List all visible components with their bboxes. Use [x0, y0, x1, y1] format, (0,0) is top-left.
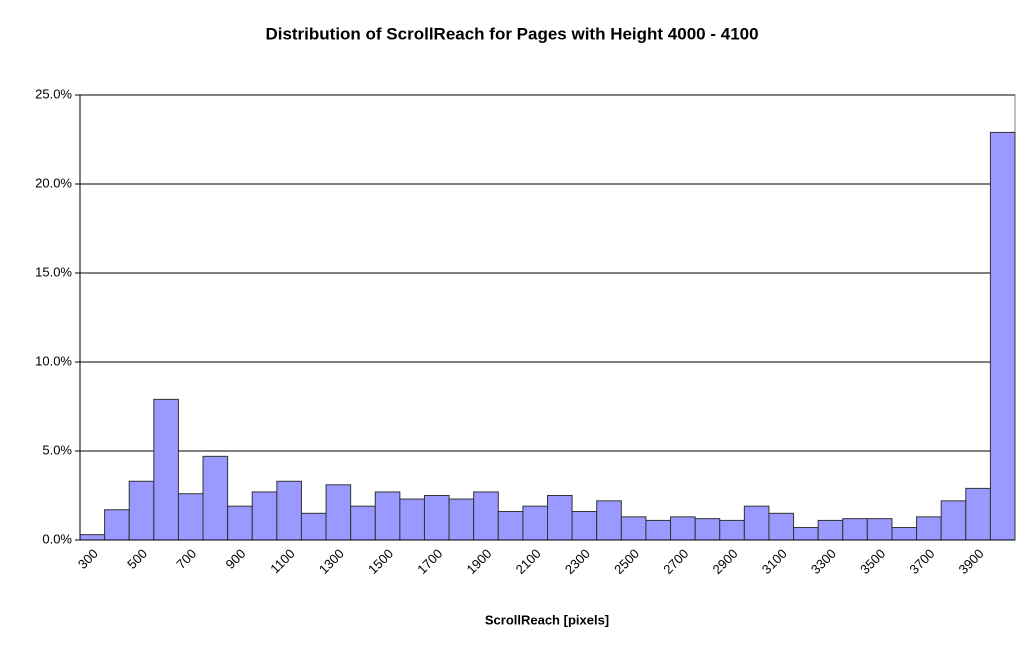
bar [276, 480, 302, 541]
bar [104, 509, 130, 541]
x-tick-label: 500 [124, 546, 150, 572]
plot-area [79, 94, 1016, 541]
x-tick-label: 3700 [906, 546, 937, 577]
bar [989, 131, 1016, 541]
bar [891, 527, 918, 541]
bar [350, 505, 376, 541]
x-tick-label: 2100 [513, 546, 544, 577]
chart-title: Distribution of ScrollReach for Pages wi… [265, 24, 758, 43]
bar [522, 505, 548, 541]
bar [842, 518, 868, 541]
bar [251, 491, 278, 541]
x-tick-label: 1100 [267, 546, 297, 576]
x-tick-label: 2300 [562, 546, 593, 577]
y-tick-label: 5.0% [42, 442, 72, 457]
bar [399, 498, 425, 541]
x-tick-label: 1500 [365, 546, 396, 577]
x-tick-label: 3500 [857, 546, 888, 577]
y-tick-label: 20.0% [35, 175, 72, 190]
bar [227, 505, 253, 541]
bar [547, 495, 573, 541]
x-tick-label: 700 [173, 546, 199, 572]
x-tick-label: 1700 [414, 546, 445, 577]
x-tick-label: 1900 [463, 546, 494, 577]
bar [177, 493, 204, 541]
bar [670, 516, 696, 541]
bar [497, 511, 524, 541]
bar [645, 519, 672, 541]
x-tick-label: 3900 [956, 546, 987, 577]
bar [153, 398, 179, 541]
bar [473, 491, 499, 541]
x-tick-label: 3100 [759, 546, 790, 577]
bar [620, 516, 647, 541]
x-tick-label: 1300 [316, 546, 347, 577]
bar [817, 519, 844, 541]
bar [793, 527, 819, 541]
bar [448, 498, 475, 541]
x-tick-label: 2700 [660, 546, 691, 577]
bar [325, 484, 352, 541]
y-tick-label: 0.0% [42, 531, 72, 546]
bar [79, 534, 106, 541]
x-tick-label: 900 [223, 546, 249, 572]
y-tick-label: 25.0% [35, 86, 72, 101]
bar [128, 480, 155, 541]
bar [768, 512, 795, 541]
bar [202, 455, 229, 541]
bar [694, 518, 721, 541]
x-tick-label: 3300 [808, 546, 839, 577]
bar [374, 491, 401, 541]
bar [719, 519, 745, 541]
x-axis-title: ScrollReach [pixels] [485, 612, 609, 627]
bar [965, 487, 991, 541]
bar [300, 512, 327, 541]
bar [743, 505, 770, 541]
x-tick-label: 2900 [710, 546, 741, 577]
x-tick-label: 300 [75, 546, 101, 572]
bar [423, 495, 450, 541]
y-tick-label: 15.0% [35, 264, 72, 279]
bar [916, 516, 942, 541]
bar [571, 511, 598, 541]
x-tick-label: 2500 [611, 546, 642, 577]
bar [940, 500, 967, 541]
y-tick-label: 10.0% [35, 353, 72, 368]
bar [866, 518, 893, 541]
bar [596, 500, 622, 541]
